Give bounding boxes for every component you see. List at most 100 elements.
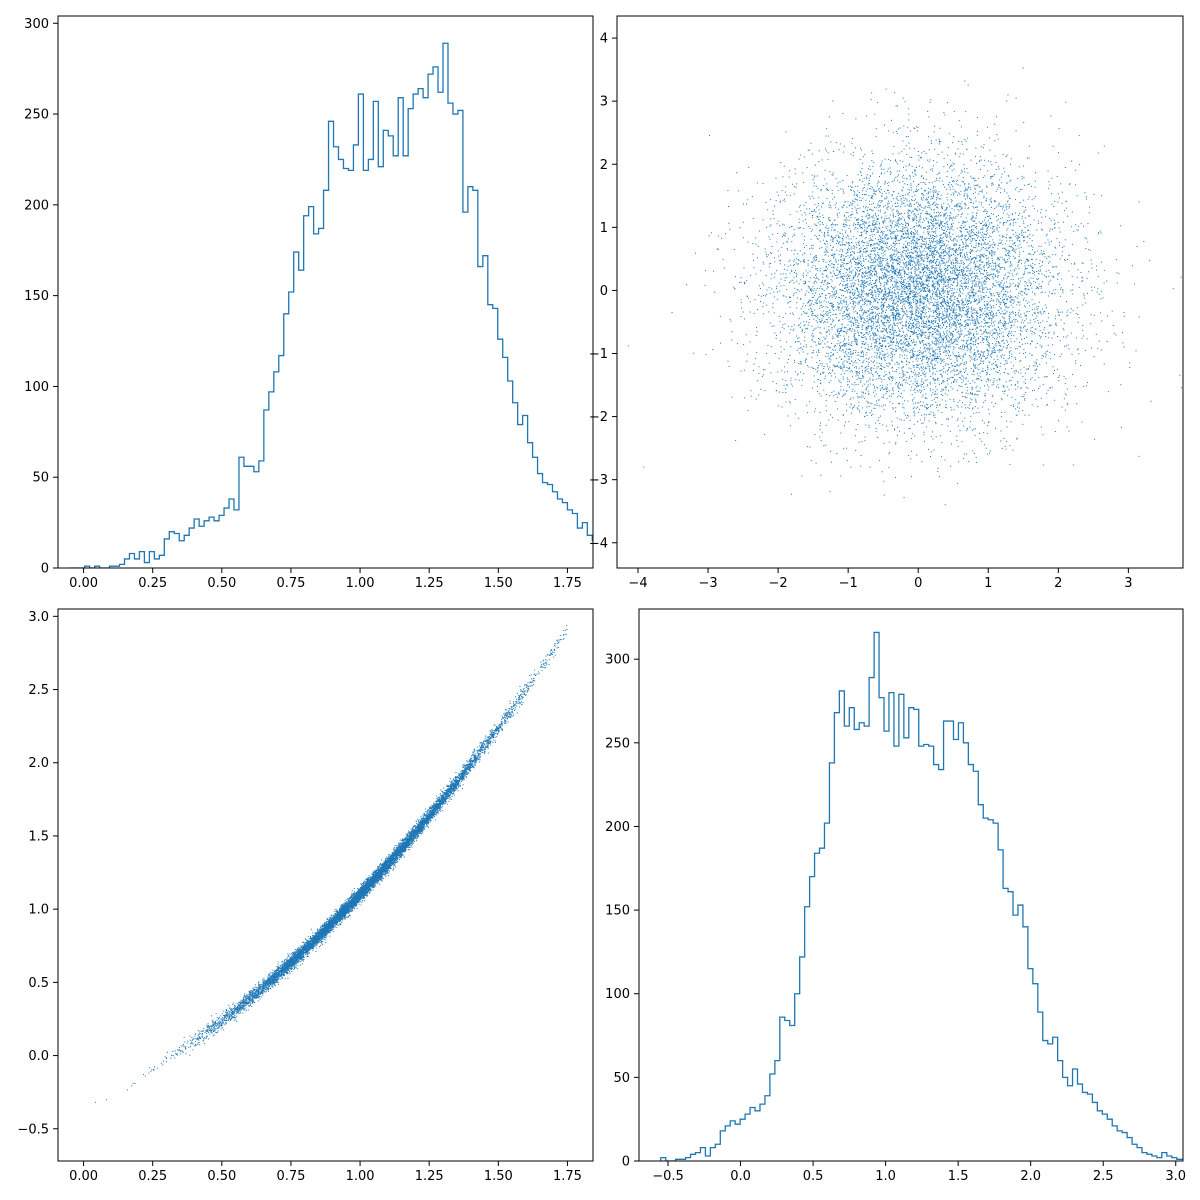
scatter-point [973,352,975,354]
scatter-point [998,258,1000,260]
scatter-point [833,293,835,295]
scatter-point [942,292,944,294]
scatter-point [1036,250,1038,252]
scatter-point [902,140,904,142]
scatter-point [1000,290,1002,292]
scatter-point [804,282,806,284]
scatter-point [858,322,860,324]
scatter-point [982,231,984,233]
scatter-point [1002,339,1004,341]
scatter-point [858,262,860,264]
scatter-point [820,301,822,303]
scatter-point [695,252,697,254]
scatter-point [793,265,795,267]
scatter-point [886,245,888,247]
scatter-point [942,315,944,317]
scatter-point [850,246,852,248]
scatter-point [893,249,895,251]
scatter-point [909,279,911,281]
scatter-point [1015,399,1017,401]
scatter-point [851,356,853,358]
scatter-point [1039,330,1041,332]
scatter-point [899,341,901,343]
scatter-point [975,321,977,323]
scatter-point [853,191,855,193]
scatter-point [887,292,889,294]
scatter-point [814,234,816,236]
scatter-point [979,287,981,289]
scatter-point [975,206,977,208]
scatter-point [979,363,981,365]
scatter-point [964,207,966,209]
scatter-point [835,207,837,209]
scatter-point [858,274,860,276]
scatter-point [929,316,931,318]
scatter-point [998,351,1000,353]
scatter-point [872,380,874,382]
scatter-point [993,262,995,264]
scatter-point [951,278,953,280]
scatter-point [909,237,911,239]
scatter-point [926,228,928,230]
scatter-point [1020,280,1022,282]
scatter-point [909,324,911,326]
scatter-point [974,272,976,274]
scatter-point [1038,277,1040,279]
scatter-point [895,159,897,161]
scatter-point [960,322,962,324]
scatter-point [820,440,822,442]
scatter-point [881,195,883,197]
scatter-point [873,298,875,300]
scatter-point [896,318,898,320]
scatter-point [954,243,956,245]
scatter-point [898,288,900,290]
scatter-point [787,265,789,267]
scatter-point [937,211,939,213]
scatter-point [940,279,942,281]
scatter-point [933,250,935,252]
scatter-point [867,283,869,285]
scatter-point [862,188,864,190]
scatter-point [1017,245,1019,247]
scatter-point [929,382,931,384]
scatter-point [972,292,974,294]
scatter-point [827,152,829,154]
scatter-point [878,347,880,349]
scatter-point [965,370,967,372]
scatter-point [944,311,946,313]
scatter-point [1046,376,1048,378]
scatter-point [978,309,980,311]
scatter-point [864,367,866,369]
scatter-point [946,334,948,336]
scatter-point [907,209,909,211]
scatter-point [910,297,912,299]
scatter-point [908,205,910,207]
scatter-point [995,190,997,192]
scatter-point [923,243,925,245]
scatter-point [982,332,984,334]
scatter-point [866,400,868,402]
scatter-point [831,275,833,277]
scatter-point [1027,272,1029,274]
scatter-point [921,414,923,416]
scatter-point [970,201,972,203]
scatter-point [937,192,939,194]
scatter-point [925,326,927,328]
scatter-point [1028,272,1030,274]
scatter-point [971,312,973,314]
scatter-point [853,302,855,304]
scatter-point [997,166,999,168]
scatter-point [927,356,929,358]
scatter-point [963,336,965,338]
scatter-point [1025,329,1027,331]
scatter-point [742,221,744,223]
scatter-point [890,233,892,235]
scatter-point [886,319,888,321]
scatter-point [985,287,987,289]
scatter-point [849,225,851,227]
scatter-point [906,256,908,258]
scatter-point [906,285,908,287]
scatter-point [1002,385,1004,387]
scatter-point [976,385,978,387]
scatter-point [836,336,838,338]
